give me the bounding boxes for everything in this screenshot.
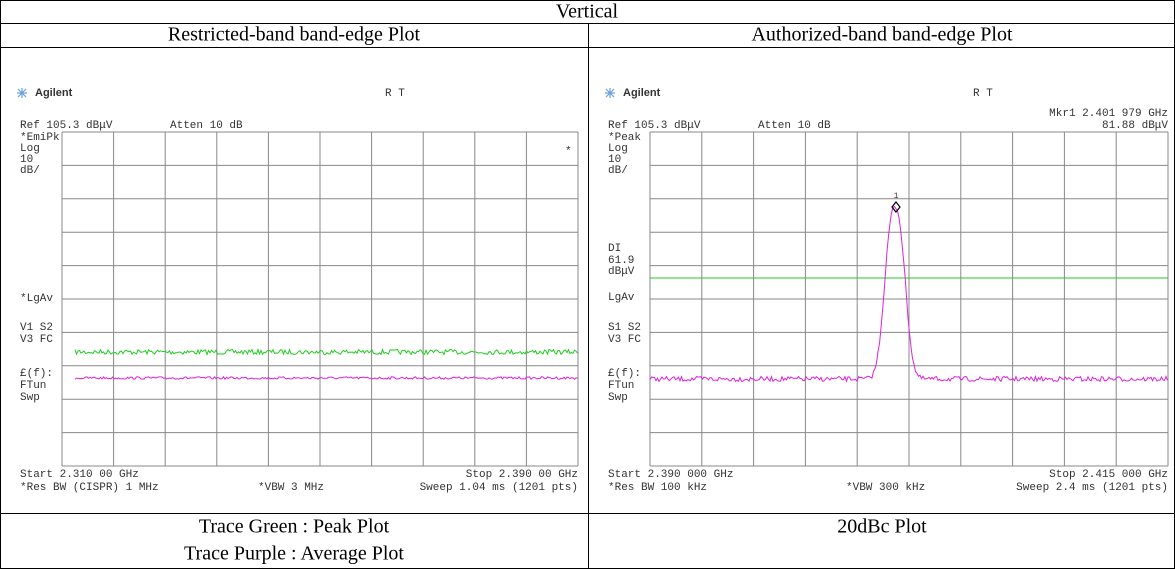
side-label: Swp bbox=[608, 392, 628, 404]
caption: 20dBc Plot bbox=[837, 516, 927, 538]
video-bandwidth: *VBW 3 MHz bbox=[258, 482, 324, 494]
column-header: Restricted-band band-edge Plot bbox=[168, 24, 421, 46]
side-label: dB/ bbox=[608, 165, 628, 177]
resolution-bandwidth: *Res BW (CISPR) 1 MHz bbox=[20, 482, 159, 494]
plots: Agilent R T Ref 105.3 dBμV Atten 10 dB *EmiP… bbox=[10, 49, 1169, 512]
side-label: V3 FC bbox=[608, 334, 641, 346]
status: R T bbox=[385, 88, 405, 100]
marker-symbol: 1 bbox=[894, 192, 899, 201]
side-label: Log bbox=[608, 143, 628, 155]
side-label: *EmiPk bbox=[20, 132, 60, 144]
screen-background bbox=[598, 49, 1168, 512]
side-label: 10 bbox=[608, 154, 621, 166]
side-label: FTun bbox=[20, 380, 46, 392]
stop-frequency: Stop 2.390 00 GHz bbox=[466, 469, 578, 481]
logo-icon bbox=[605, 88, 615, 98]
peak-trace bbox=[74, 348, 578, 356]
screen-background bbox=[10, 49, 578, 512]
side-label: 61.9 bbox=[608, 255, 634, 267]
reference-level: Ref 105.3 dBμV bbox=[20, 120, 113, 132]
side-label: LgAv bbox=[608, 292, 635, 304]
side-label: dBμV bbox=[608, 266, 635, 278]
side-label: DI bbox=[608, 243, 621, 255]
brand: Agilent bbox=[35, 87, 73, 99]
side-label: Log bbox=[20, 143, 40, 155]
brand: Agilent bbox=[623, 87, 661, 99]
attenuation: Atten 10 dB bbox=[758, 120, 831, 132]
sweep-time: Sweep 1.04 ms (1201 pts) bbox=[420, 482, 578, 494]
column-header: Authorized-band band-edge Plot bbox=[751, 24, 1012, 46]
attenuation: Atten 10 dB bbox=[170, 120, 243, 132]
reference-level: Ref 105.3 dBμV bbox=[608, 120, 701, 132]
side-label: 10 bbox=[20, 154, 33, 166]
marker-value: 81.88 dBμV bbox=[1102, 120, 1168, 132]
side-label: £(f): bbox=[608, 368, 641, 380]
side-label: S1 S2 bbox=[608, 322, 641, 334]
stop-frequency: Stop 2.415 000 GHz bbox=[1049, 469, 1168, 481]
status: R T bbox=[973, 88, 993, 100]
side-label: dB/ bbox=[20, 165, 40, 177]
side-label: Swp bbox=[20, 392, 40, 404]
caption: Trace Purple : Average Plot bbox=[184, 543, 404, 565]
marker-symbol: * bbox=[565, 146, 572, 158]
side-label: FTun bbox=[608, 380, 634, 392]
marker-diamond bbox=[891, 201, 901, 213]
table-title: Vertical bbox=[556, 1, 619, 23]
side-label: V1 S2 bbox=[20, 322, 53, 334]
side-label: V3 FC bbox=[20, 334, 53, 346]
side-label: *Peak bbox=[608, 132, 641, 144]
video-bandwidth: *VBW 300 kHz bbox=[846, 482, 925, 494]
sweep-time: Sweep 2.4 ms (1201 pts) bbox=[1016, 482, 1168, 494]
caption: Trace Green : Peak Plot bbox=[199, 516, 390, 538]
logo-icon bbox=[17, 88, 27, 98]
side-label: *LgAv bbox=[20, 293, 53, 305]
spectrum-trace bbox=[649, 205, 1168, 383]
side-label: £(f): bbox=[20, 368, 53, 380]
marker-readout: Mkr1 2.401 979 GHz bbox=[1049, 108, 1168, 120]
resolution-bandwidth: *Res BW 100 kHz bbox=[608, 482, 707, 494]
start-frequency: Start 2.310 00 GHz bbox=[20, 469, 139, 481]
start-frequency: Start 2.390 000 GHz bbox=[608, 469, 733, 481]
average-trace bbox=[74, 375, 578, 381]
